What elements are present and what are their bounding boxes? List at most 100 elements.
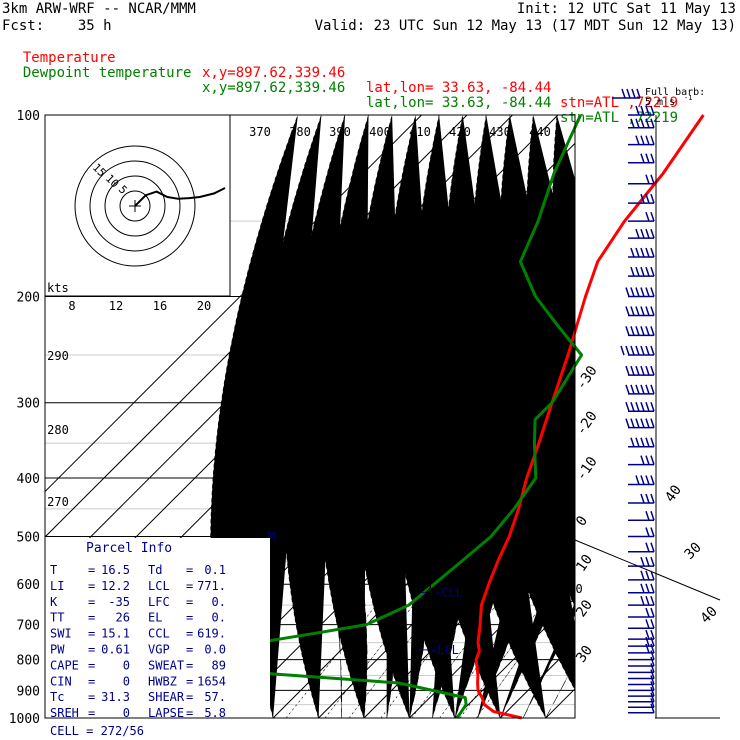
- parcel-row-eq: =: [88, 643, 95, 657]
- barb-feather: [640, 493, 645, 504]
- barb-feather: [645, 570, 650, 581]
- parcel-row-key2: SWEAT: [148, 658, 184, 672]
- moist-adiabat: [477, 296, 575, 718]
- wind-barb: [625, 384, 655, 395]
- barb-key-feather: [631, 88, 636, 99]
- pressure-label-800: 800: [17, 654, 40, 669]
- temperature-legend-xy: x,y=897.62,339.46: [202, 65, 346, 81]
- wind-barb: [628, 619, 655, 630]
- dewpoint-legend-xy: x,y=897.62,339.46: [202, 80, 346, 96]
- dry-adiabat: [651, 115, 740, 718]
- parcel-row-key: CAPE: [50, 658, 79, 672]
- barb-feather: [645, 266, 650, 277]
- barb-feather: [650, 619, 655, 629]
- barb-feather: [645, 527, 650, 537]
- barb-feather: [645, 636, 650, 647]
- barb-feather: [625, 384, 630, 395]
- barb-feather: [645, 629, 650, 640]
- barb-feather: [630, 402, 635, 412]
- barb-feather: [645, 174, 650, 184]
- barb-feather: [625, 365, 630, 376]
- wind-barb: [628, 135, 655, 146]
- sounding-profiles: -CCL -LCL M: [80, 114, 705, 720]
- mixing-ratio-line: [459, 584, 558, 718]
- mixing-ratio-label: 12: [534, 582, 548, 596]
- theta-label: 380: [289, 125, 311, 139]
- valid-time: Valid: 23 UTC Sun 12 May 13 (17 MDT Sun …: [314, 18, 736, 34]
- parcel-row-eq: =: [88, 690, 95, 704]
- hodo-speed-label: 12: [109, 299, 123, 313]
- dry-adiabat: [552, 115, 575, 402]
- wind-barb: [628, 681, 655, 692]
- barb-feather: [640, 402, 645, 412]
- barb-feather: [630, 247, 635, 258]
- theta-label: 410: [409, 125, 431, 139]
- pressure-label-100: 100: [17, 109, 40, 124]
- theta-left-label: 270: [47, 495, 69, 509]
- barb-key-exp: -1: [684, 94, 692, 102]
- parcel-row-value2: 0.: [212, 611, 226, 625]
- hodograph-ring: [104, 175, 166, 237]
- parcel-row-value: 15.1: [101, 627, 130, 641]
- moist-adiabat: [299, 296, 319, 718]
- wind-barb: [628, 583, 655, 594]
- barb-feather: [650, 656, 655, 667]
- parcel-row-value: 26: [116, 611, 130, 625]
- barb-feather: [650, 583, 655, 594]
- dry-adiabat: [578, 115, 740, 718]
- barb-feather: [625, 287, 630, 297]
- pressure-label-500: 500: [17, 530, 40, 545]
- barb-feather: [645, 643, 650, 654]
- model-title: 3km ARW-WRF -- NCAR/MMM: [2, 1, 196, 17]
- temperature-profile: [474, 114, 705, 720]
- barb-feather: [650, 345, 655, 356]
- barb-feather: [635, 287, 640, 297]
- barb-feather: [635, 105, 640, 116]
- barb-feather: [640, 570, 645, 581]
- barb-feather: [640, 105, 645, 116]
- mixing-ratio-line: [439, 584, 539, 718]
- wind-barb: [628, 437, 655, 448]
- barb-feather: [650, 247, 655, 258]
- barb-feather: [640, 193, 645, 204]
- dewpoint-profile: [80, 114, 584, 719]
- wind-barb: [628, 656, 655, 667]
- barb-feather: [645, 105, 650, 116]
- parcel-row-key: CIN: [50, 674, 72, 688]
- wind-barb: [628, 636, 655, 647]
- barb-feather: [630, 326, 635, 336]
- mixing-ratio-label: 3: [448, 582, 455, 596]
- wind-barb: [620, 345, 655, 356]
- barb-feather: [645, 511, 650, 521]
- wind-barb: [628, 247, 655, 258]
- barb-feather: [630, 418, 635, 428]
- mixing-ratio-line: [348, 584, 453, 718]
- barb-feather: [630, 384, 635, 395]
- barb-feather: [635, 228, 640, 239]
- barb-feather: [650, 692, 655, 703]
- barb-feather: [630, 437, 635, 448]
- dry-adiabat: [627, 115, 740, 718]
- wind-barb: [628, 669, 655, 680]
- barb-feather: [645, 619, 650, 629]
- barb-feather: [625, 402, 630, 412]
- barb-feather: [650, 643, 655, 654]
- barb-feather: [650, 650, 655, 660]
- parcel-row-key: K: [50, 595, 58, 609]
- wind-barb: [628, 174, 655, 185]
- parcel-level-label: -CCL: [434, 585, 463, 599]
- moist-adiabat: [522, 602, 575, 718]
- moist-adiabat: [409, 296, 430, 718]
- wind-barb: [625, 326, 655, 337]
- wind-barb: [628, 475, 655, 486]
- barb-feather: [650, 686, 655, 697]
- barb-feather: [630, 266, 635, 277]
- pressure-label-300: 300: [17, 397, 40, 412]
- barb-feather: [635, 266, 640, 277]
- mixing-ratio-label: 2: [425, 582, 432, 596]
- plot-frame: [44, 114, 576, 719]
- mixing-ratio-line: [324, 584, 431, 718]
- mixing-ratio-line: [380, 584, 483, 718]
- parcel-row-value2: 57.: [204, 690, 226, 704]
